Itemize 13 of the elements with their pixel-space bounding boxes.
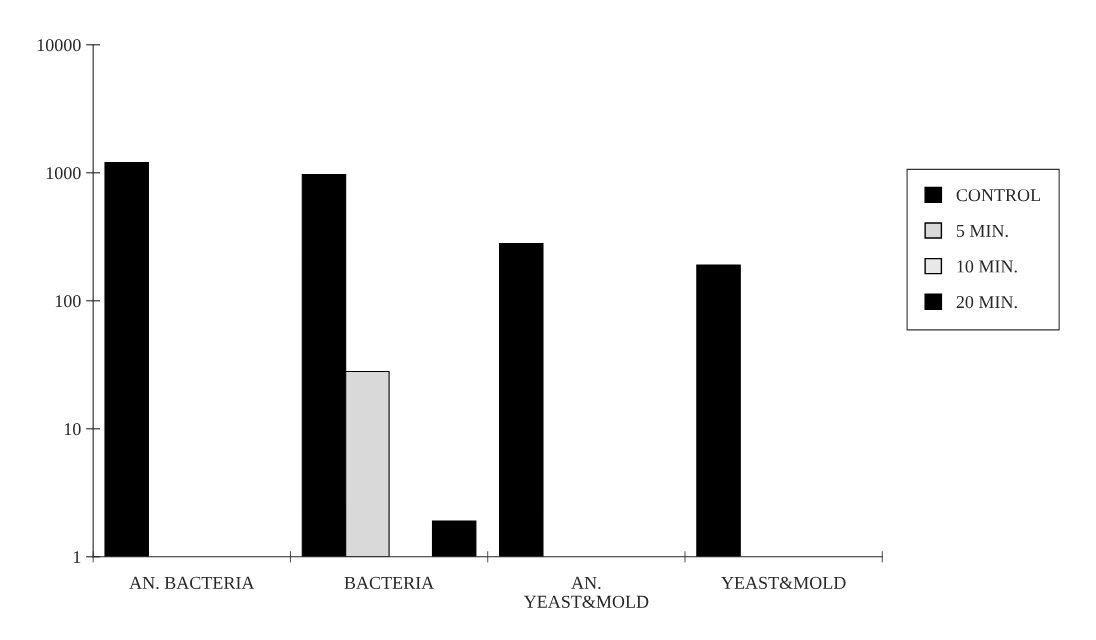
x-tick-label: YEAST&MOLD xyxy=(721,576,846,589)
x-tick-label: AN. BACTERIA xyxy=(129,576,255,590)
y-tick-label: 1000 xyxy=(46,167,81,180)
legend-label: CONTROL xyxy=(956,189,1041,202)
legend-label: 5 MIN. xyxy=(956,224,1008,237)
y-tick-label: 10 xyxy=(64,423,81,436)
y-tick-label: 10000 xyxy=(37,39,81,52)
x-tick-label: AN. YEAST&MOLD xyxy=(523,576,649,608)
legend-label: 10 MIN. xyxy=(957,260,1017,273)
x-tick-label: BACTERIA xyxy=(344,576,435,589)
y-tick-label: 100 xyxy=(55,295,81,308)
y-tick-label: 1 xyxy=(73,551,81,564)
legend-label: 20 MIN. xyxy=(956,295,1017,309)
